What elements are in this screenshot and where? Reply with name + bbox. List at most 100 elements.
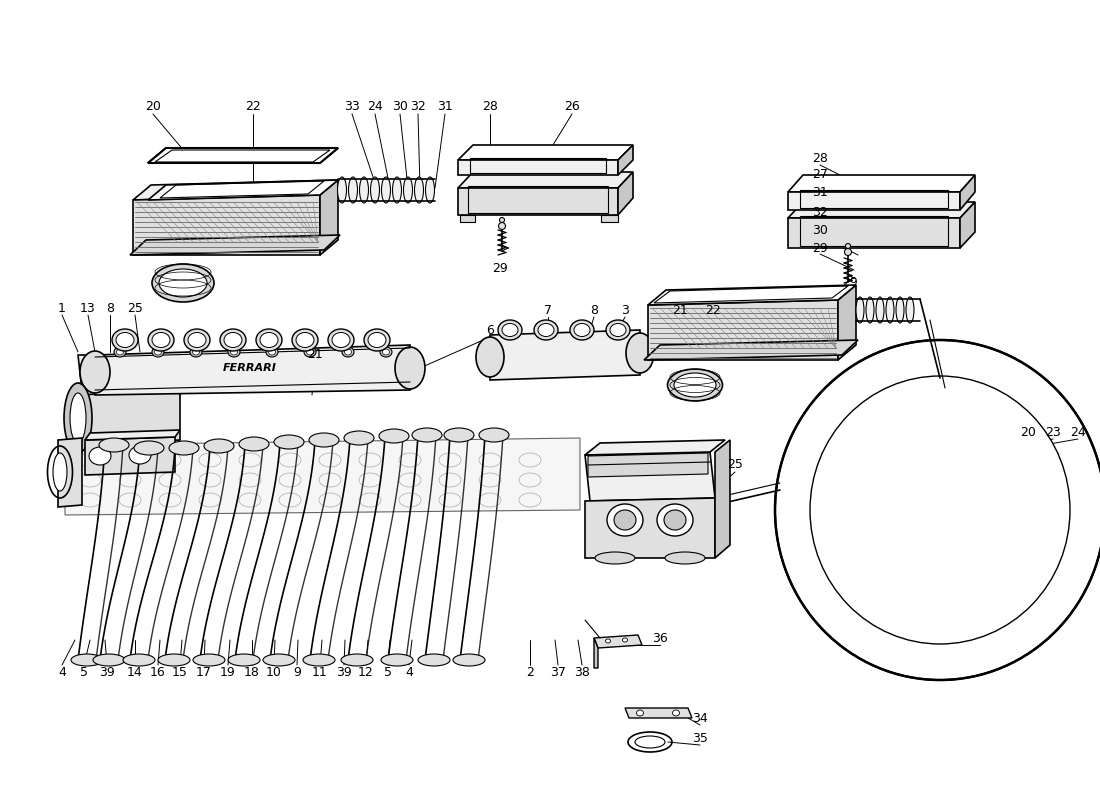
Polygon shape xyxy=(625,708,692,718)
Polygon shape xyxy=(133,180,338,200)
Ellipse shape xyxy=(158,654,190,666)
Ellipse shape xyxy=(342,347,354,357)
Ellipse shape xyxy=(393,177,402,203)
Ellipse shape xyxy=(668,369,723,401)
Ellipse shape xyxy=(152,347,164,357)
Ellipse shape xyxy=(116,333,134,347)
Ellipse shape xyxy=(224,333,242,347)
Polygon shape xyxy=(585,440,725,455)
Ellipse shape xyxy=(53,453,67,491)
Polygon shape xyxy=(458,188,618,215)
Ellipse shape xyxy=(498,222,506,230)
Text: 26: 26 xyxy=(564,101,580,114)
Text: 29: 29 xyxy=(843,275,858,289)
Ellipse shape xyxy=(292,329,318,351)
Polygon shape xyxy=(960,175,975,210)
Ellipse shape xyxy=(256,329,282,351)
Polygon shape xyxy=(588,453,708,477)
Text: 17: 17 xyxy=(196,666,212,678)
Polygon shape xyxy=(618,145,632,175)
Ellipse shape xyxy=(364,329,390,351)
Ellipse shape xyxy=(302,654,336,666)
Text: 24: 24 xyxy=(1070,426,1086,438)
Ellipse shape xyxy=(810,376,1070,644)
Text: 4: 4 xyxy=(405,666,412,678)
Ellipse shape xyxy=(228,654,260,666)
Ellipse shape xyxy=(307,349,314,355)
Ellipse shape xyxy=(845,249,851,255)
Text: 25: 25 xyxy=(727,458,742,471)
Ellipse shape xyxy=(614,510,636,530)
Ellipse shape xyxy=(498,320,522,340)
Text: 35: 35 xyxy=(692,731,708,745)
Ellipse shape xyxy=(99,438,129,452)
Polygon shape xyxy=(788,192,960,210)
Polygon shape xyxy=(320,180,338,255)
Text: 25: 25 xyxy=(128,302,143,314)
Text: 28: 28 xyxy=(812,151,828,165)
Ellipse shape xyxy=(332,333,350,347)
Ellipse shape xyxy=(184,329,210,351)
Text: 21: 21 xyxy=(307,349,323,362)
Ellipse shape xyxy=(846,243,850,249)
Ellipse shape xyxy=(304,347,316,357)
Text: 21: 21 xyxy=(672,303,688,317)
Ellipse shape xyxy=(444,428,474,442)
Ellipse shape xyxy=(204,439,234,453)
Ellipse shape xyxy=(64,383,92,453)
Polygon shape xyxy=(85,430,180,440)
Ellipse shape xyxy=(188,333,206,347)
Ellipse shape xyxy=(499,218,505,222)
Text: 39: 39 xyxy=(337,666,352,678)
Ellipse shape xyxy=(129,446,151,464)
Text: 18: 18 xyxy=(244,666,260,678)
Text: 38: 38 xyxy=(574,666,590,678)
Text: 5: 5 xyxy=(80,666,88,678)
Ellipse shape xyxy=(220,329,246,351)
Text: 16: 16 xyxy=(150,666,166,678)
Text: 4: 4 xyxy=(58,666,66,678)
Polygon shape xyxy=(65,438,580,515)
Text: 10: 10 xyxy=(266,666,282,678)
Ellipse shape xyxy=(476,337,504,377)
Ellipse shape xyxy=(866,297,874,323)
Text: 3: 3 xyxy=(621,303,629,317)
Polygon shape xyxy=(585,498,715,558)
Ellipse shape xyxy=(190,347,202,357)
Ellipse shape xyxy=(570,320,594,340)
Ellipse shape xyxy=(426,177,434,203)
Polygon shape xyxy=(460,215,475,222)
Ellipse shape xyxy=(666,552,705,564)
Text: 22: 22 xyxy=(245,101,261,114)
Ellipse shape xyxy=(360,177,368,203)
Polygon shape xyxy=(148,148,338,163)
Ellipse shape xyxy=(395,347,425,389)
Text: 12: 12 xyxy=(359,666,374,678)
Polygon shape xyxy=(490,330,640,380)
Text: 9: 9 xyxy=(293,666,301,678)
Text: 20: 20 xyxy=(1020,426,1036,438)
Text: 8: 8 xyxy=(106,302,114,314)
Text: 27: 27 xyxy=(812,169,828,182)
Text: 22: 22 xyxy=(705,303,720,317)
Polygon shape xyxy=(788,218,960,248)
Text: 32: 32 xyxy=(812,206,828,218)
Ellipse shape xyxy=(404,177,412,203)
Ellipse shape xyxy=(453,654,485,666)
Polygon shape xyxy=(58,438,82,507)
Ellipse shape xyxy=(664,510,686,530)
Ellipse shape xyxy=(228,347,240,357)
Ellipse shape xyxy=(478,428,509,442)
Ellipse shape xyxy=(123,654,155,666)
Text: 30: 30 xyxy=(812,223,828,237)
Text: 8: 8 xyxy=(590,303,598,317)
Text: 29: 29 xyxy=(492,262,508,274)
Text: 7: 7 xyxy=(544,303,552,317)
Ellipse shape xyxy=(538,323,554,337)
Ellipse shape xyxy=(268,349,275,355)
Polygon shape xyxy=(458,160,618,175)
Polygon shape xyxy=(594,635,642,648)
Text: 31: 31 xyxy=(437,101,453,114)
Ellipse shape xyxy=(368,333,386,347)
Ellipse shape xyxy=(534,320,558,340)
